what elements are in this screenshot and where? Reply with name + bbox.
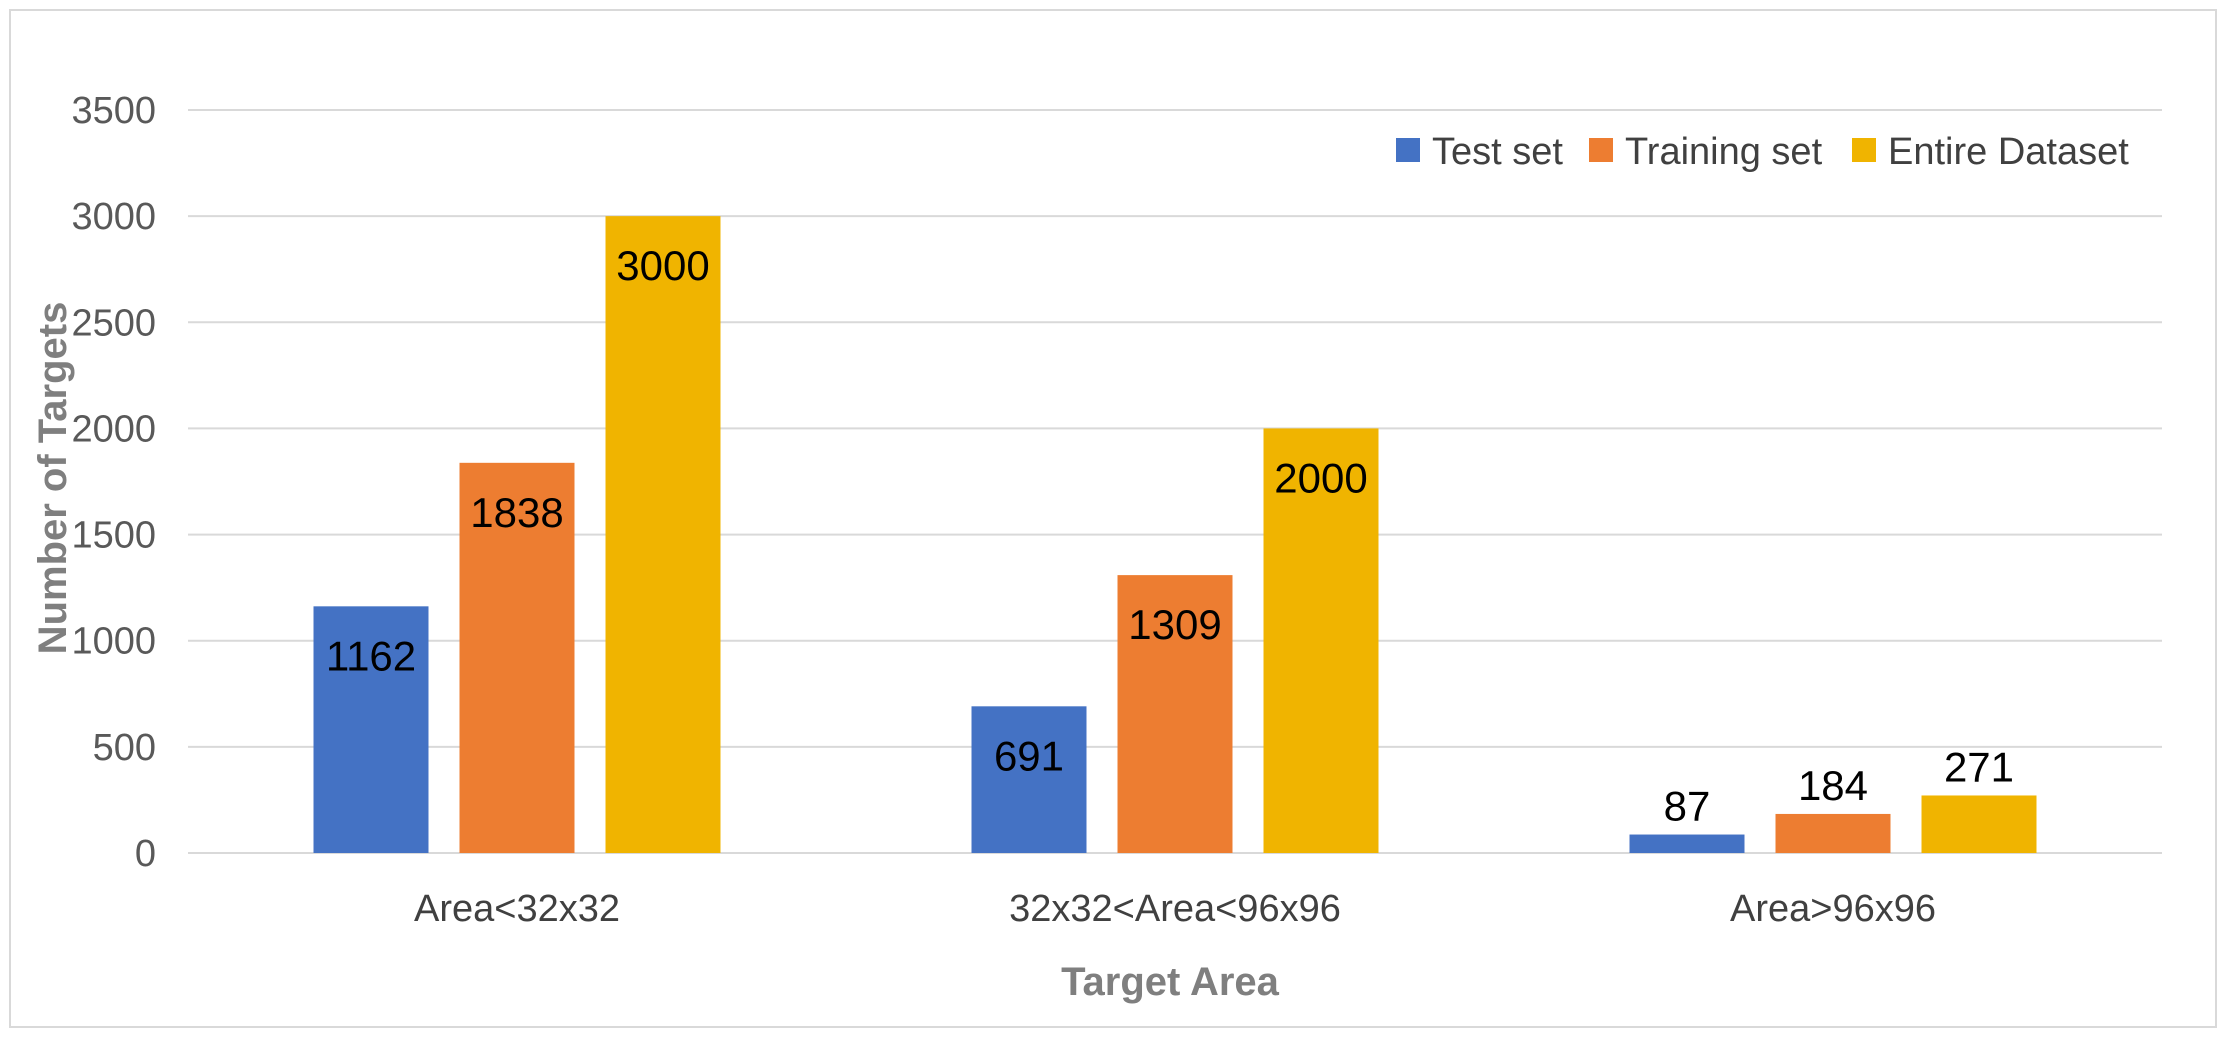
data-label: 1162: [326, 632, 416, 679]
y-tick-label: 2500: [71, 302, 156, 344]
y-tick-label: 2000: [71, 408, 156, 450]
data-label: 1838: [470, 489, 563, 536]
bar-test-set: [313, 606, 429, 853]
legend-swatch: [1396, 138, 1420, 162]
legend-label: Test set: [1432, 131, 1563, 173]
bar-training-set: [459, 462, 575, 853]
legend-label: Entire Dataset: [1888, 131, 2129, 173]
data-label: 87: [1664, 783, 1711, 830]
y-tick-label: 3500: [71, 90, 156, 132]
y-axis-title: Number of Targets: [31, 302, 75, 655]
x-category-label: 32x32<Area<96x96: [1009, 888, 1341, 930]
data-label: 1309: [1128, 601, 1221, 648]
bar-training-set: [1775, 813, 1891, 853]
bar-test-set: [1629, 834, 1745, 853]
bar-training-set: [1117, 575, 1233, 853]
y-tick-label: 0: [135, 833, 156, 875]
y-tick-label: 1000: [71, 621, 156, 663]
legend-label: Training set: [1625, 131, 1823, 173]
y-tick-label: 1500: [71, 515, 156, 557]
data-label: 2000: [1274, 454, 1367, 501]
bar-test-set: [971, 706, 1087, 853]
y-axis-ticks: 0 500 1000 1500 2000 2500 3000 3500: [71, 90, 156, 875]
legend: Test set Training set Entire Dataset: [1396, 131, 2129, 173]
data-label: 3000: [616, 242, 709, 289]
y-tick-label: 500: [93, 727, 156, 769]
bar-entire-dataset: [605, 216, 721, 854]
data-label: 271: [1944, 743, 2014, 790]
x-category-label: Area<32x32: [414, 888, 620, 930]
x-axis-title: Target Area: [1061, 960, 1280, 1004]
legend-swatch: [1589, 138, 1613, 162]
chart-border: [9, 9, 2217, 1028]
data-label: 184: [1798, 762, 1868, 809]
data-label: 691: [994, 732, 1064, 779]
legend-swatch: [1852, 138, 1876, 162]
bars: [313, 216, 2037, 854]
x-category-label: Area>96x96: [1730, 888, 1936, 930]
bar-entire-dataset: [1921, 795, 2037, 853]
x-axis-categories: Area<32x32 32x32<Area<96x96 Area>96x96: [414, 888, 1936, 930]
data-labels: 1162 1838 3000 691 1309 2000 87 184 271: [326, 242, 2014, 829]
bar-entire-dataset: [1263, 428, 1379, 853]
y-tick-label: 3000: [71, 196, 156, 238]
